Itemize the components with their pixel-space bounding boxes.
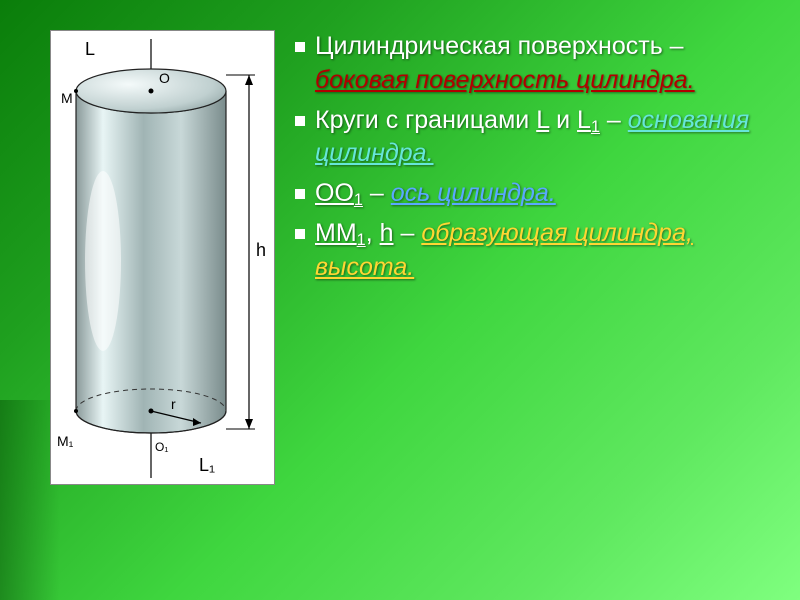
top-center-dot [149,89,154,94]
label-M1: M₁ [57,433,74,449]
label-O1: O₁ [155,440,168,454]
bullet-item: MM1, h – образующая цилиндра, высота. [295,217,770,285]
bullet-item: OO1 – ось цилиндра. [295,177,770,211]
label-L: L [85,39,95,59]
cylinder-figure: L O M h r M₁ O₁ L₁ [50,30,275,485]
label-r: r [171,396,176,412]
highlight [85,171,121,351]
height-arrow-bottom [245,419,253,429]
slide-content: L O M h r M₁ O₁ L₁ Цилиндрическая поверх… [0,0,800,485]
cylinder-svg: L O M h r M₁ O₁ L₁ [51,31,276,486]
bullet-text: Круги с границами L и L1 – основания цил… [315,104,770,172]
bullet-text: OO1 – ось цилиндра. [315,177,556,211]
m-dot [74,89,78,93]
text-column: Цилиндрическая поверхность – боковая пов… [295,30,770,485]
bullet-marker [295,116,305,126]
label-O: O [159,70,170,86]
bullet-marker [295,42,305,52]
bullet-marker [295,229,305,239]
label-M: M [61,90,73,106]
bullet-item: Цилиндрическая поверхность – боковая пов… [295,30,770,98]
label-h: h [256,240,266,260]
bullet-text: MM1, h – образующая цилиндра, высота. [315,217,770,285]
m1-dot [74,409,78,413]
label-L1: L₁ [199,455,215,475]
bullet-text: Цилиндрическая поверхность – боковая пов… [315,30,770,98]
bullet-marker [295,189,305,199]
height-arrow-top [245,75,253,85]
bullet-item: Круги с границами L и L1 – основания цил… [295,104,770,172]
